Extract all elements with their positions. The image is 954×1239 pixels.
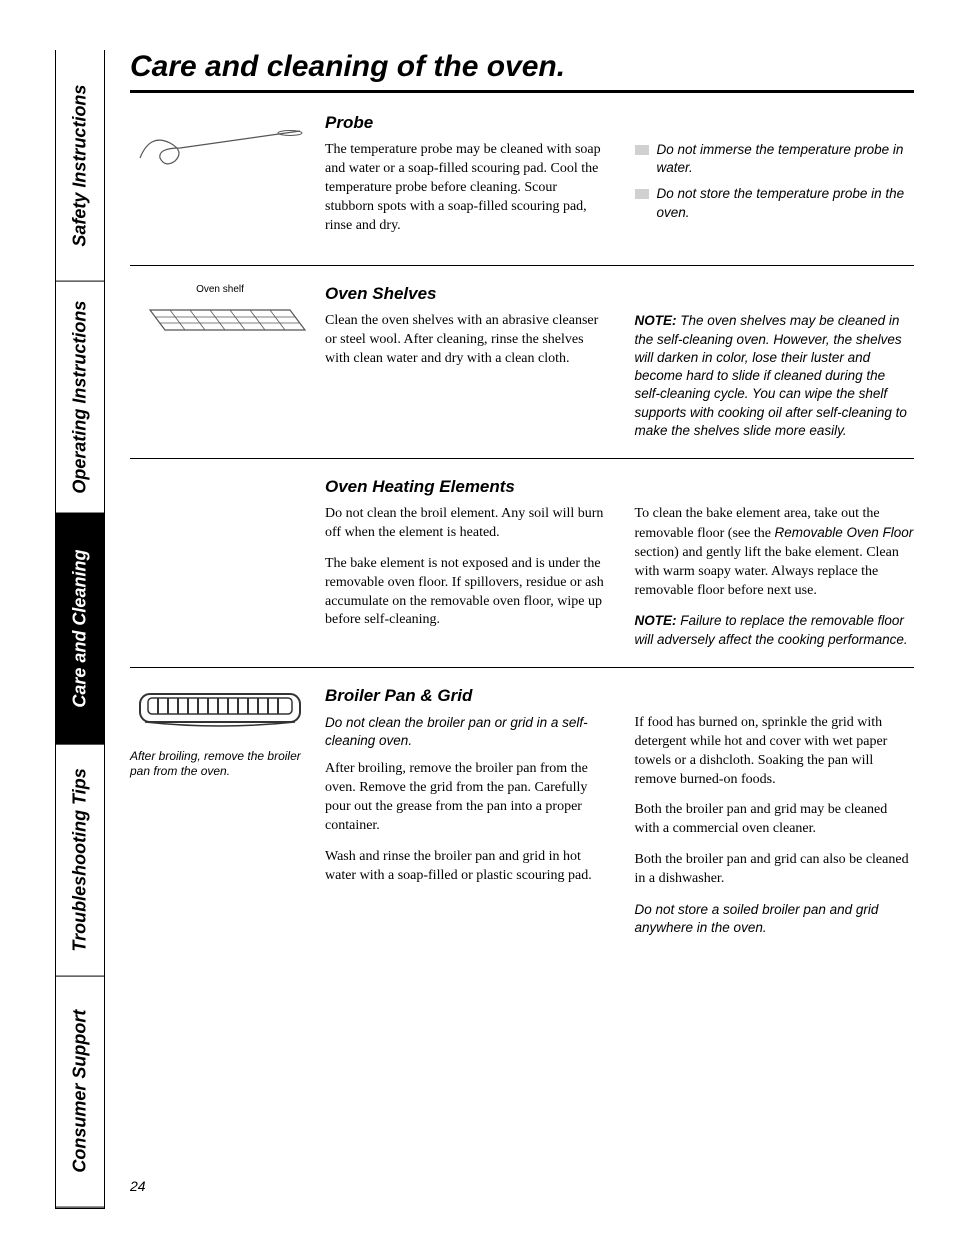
heating-p1: Do not clean the broil element. Any soil… [325, 505, 605, 543]
shelf-label: Oven shelf [130, 284, 310, 295]
probe-bullet-2: Do not store the temperature probe in th… [635, 185, 915, 221]
section-heating: Oven Heating Elements Do not clean the b… [130, 477, 914, 649]
probe-body: The temperature probe may be cleaned wit… [325, 141, 605, 235]
shelf-icon [130, 295, 310, 345]
broiler-p3: If food has burned on, sprinkle the grid… [635, 714, 915, 790]
probe-illustration [130, 113, 325, 247]
heating-left [130, 477, 325, 649]
broiler-p2: Wash and rinse the broiler pan and grid … [325, 848, 605, 886]
broiler-illustration: After broiling, remove the broiler pan f… [130, 686, 325, 938]
tab-safety[interactable]: Safety Instructions [56, 50, 104, 282]
probe-bullet-2-text: Do not store the temperature probe in th… [657, 185, 915, 221]
probe-heading: Probe [325, 113, 605, 133]
tab-operating[interactable]: Operating Instructions [56, 282, 104, 514]
heating-heading: Oven Heating Elements [325, 477, 605, 497]
shelves-heading: Oven Shelves [325, 284, 605, 304]
tab-care[interactable]: Care and Cleaning [56, 513, 104, 745]
shelves-body: Clean the oven shelves with an abrasive … [325, 312, 605, 369]
page-title: Care and cleaning of the oven. [130, 50, 914, 84]
tab-consumer[interactable]: Consumer Support [56, 976, 104, 1208]
sidebar-tabs: Safety Instructions Operating Instructio… [55, 50, 105, 1209]
heating-note: NOTE: Failure to replace the removable f… [635, 612, 915, 648]
section-rule [130, 667, 914, 668]
broiler-p4: Both the broiler pan and grid may be cle… [635, 801, 915, 839]
shelves-illustration: Oven shelf [130, 284, 325, 440]
heating-p3: To clean the bake element area, take out… [635, 505, 915, 600]
broiler-caption: After broiling, remove the broiler pan f… [130, 749, 310, 780]
section-rule [130, 458, 914, 459]
probe-icon [130, 113, 310, 173]
probe-bullet-1: Do not immerse the temperature probe in … [635, 141, 915, 177]
probe-bullet-1-text: Do not immerse the temperature probe in … [657, 141, 915, 177]
broiler-intro: Do not clean the broiler pan or grid in … [325, 714, 605, 750]
page-number: 24 [130, 1178, 146, 1194]
heating-p2: The bake element is not exposed and is u… [325, 555, 605, 631]
broiler-outro: Do not store a soiled broiler pan and gr… [635, 901, 915, 937]
broiler-icon [130, 686, 310, 736]
tab-troubleshooting[interactable]: Troubleshooting Tips [56, 745, 104, 977]
section-shelves: Oven shelf Oven Shelves Clean the oven s [130, 284, 914, 440]
note-label: NOTE: [635, 613, 677, 628]
title-rule [130, 90, 914, 93]
broiler-p5: Both the broiler pan and grid can also b… [635, 851, 915, 889]
shelves-note-text: The oven shelves may be cleaned in the s… [635, 313, 907, 437]
note-label: NOTE: [635, 313, 677, 328]
bullet-icon [635, 145, 649, 155]
content-area: Care and cleaning of the oven. Probe The… [120, 50, 914, 1209]
page: Safety Instructions Operating Instructio… [0, 0, 954, 1239]
broiler-p1: After broiling, remove the broiler pan f… [325, 760, 605, 836]
section-broiler: After broiling, remove the broiler pan f… [130, 686, 914, 938]
shelves-note: NOTE: The oven shelves may be cleaned in… [635, 312, 915, 440]
section-probe: Probe The temperature probe may be clean… [130, 113, 914, 247]
bullet-icon [635, 189, 649, 199]
broiler-heading: Broiler Pan & Grid [325, 686, 605, 706]
section-rule [130, 265, 914, 266]
